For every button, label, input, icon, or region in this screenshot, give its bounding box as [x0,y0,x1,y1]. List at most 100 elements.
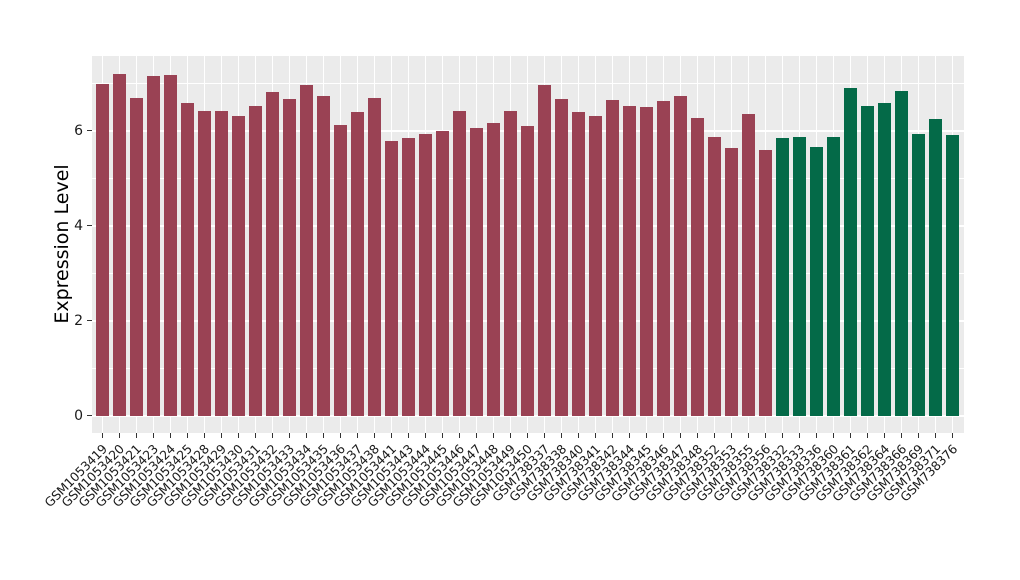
bar-GSM1053420 [112,74,126,416]
bar-GSM738336 [809,147,823,416]
bar-GSM1053436 [333,124,347,416]
x-tick-mark-GSM1053434 [305,433,308,438]
x-tick-mark-GSM738360 [832,433,835,438]
y-tick-mark-4 [86,224,92,227]
y-tick-mark-2 [86,319,92,322]
x-tick-mark-GSM738332 [781,433,784,438]
x-tick-mark-GSM1053419 [101,433,104,438]
x-tick-mark-GSM738366 [900,433,903,438]
bar-GSM1053425 [180,103,194,416]
bar-GSM738366 [894,90,908,416]
x-tick-mark-GSM1053437 [356,433,359,438]
bar-GSM1053445 [435,131,449,416]
bar-GSM1053447 [469,128,483,416]
y-tick-mark-0 [86,414,92,417]
bar-GSM738362 [860,106,874,416]
plot-panel [92,56,964,433]
bar-GSM1053430 [231,115,245,416]
x-tick-mark-GSM1053421 [135,433,138,438]
x-tick-mark-GSM1053429 [220,433,223,438]
bar-GSM1053419 [95,83,109,416]
bar-GSM738332 [775,137,789,416]
y-tick-mark-6 [86,129,92,132]
bar-GSM1053434 [299,84,313,416]
bar-GSM1053443 [401,138,415,416]
bar-GSM738361 [843,88,857,416]
x-tick-mark-GSM1053433 [288,433,291,438]
x-tick-mark-GSM738338 [560,433,563,438]
bar-GSM738369 [911,134,925,416]
bar-GSM1053449 [503,110,517,416]
x-tick-mark-GSM1053441 [390,433,393,438]
bar-GSM1053423 [146,75,160,416]
x-tick-mark-GSM738352 [713,433,716,438]
bar-GSM738344 [622,106,636,416]
y-tick-label-0: 0 [74,407,83,424]
x-tick-mark-GSM1053428 [203,433,206,438]
bar-GSM738337 [537,84,551,416]
y-tick-label-6: 6 [74,122,83,139]
bar-GSM738376 [945,134,959,416]
x-tick-mark-GSM738344 [628,433,631,438]
x-tick-mark-GSM1053423 [152,433,155,438]
x-tick-mark-GSM738364 [883,433,886,438]
bar-GSM738355 [741,114,755,416]
x-tick-mark-GSM738356 [764,433,767,438]
bar-GSM738371 [928,118,942,416]
x-tick-mark-GSM1053450 [526,433,529,438]
x-tick-mark-GSM1053447 [475,433,478,438]
bar-GSM738353 [724,148,738,416]
x-tick-mark-GSM1053448 [492,433,495,438]
bar-GSM738360 [826,136,840,416]
x-tick-mark-GSM1053436 [339,433,342,438]
bar-GSM1053438 [367,97,381,416]
bar-GSM738364 [877,103,891,416]
x-tick-mark-GSM738347 [679,433,682,438]
bar-GSM1053428 [197,111,211,416]
bar-GSM738352 [707,137,721,416]
y-axis-title: Expression Level [51,164,73,324]
x-tick-mark-GSM738369 [917,433,920,438]
x-tick-mark-GSM738346 [662,433,665,438]
bar-GSM1053437 [350,111,364,416]
x-tick-mark-GSM738342 [611,433,614,438]
x-tick-mark-GSM738371 [934,433,937,438]
bar-GSM738333 [792,136,806,416]
x-tick-mark-GSM1053432 [271,433,274,438]
x-tick-mark-GSM738345 [645,433,648,438]
x-tick-mark-GSM1053424 [169,433,172,438]
bar-GSM1053444 [418,134,432,416]
x-tick-mark-GSM1053420 [118,433,121,438]
bar-GSM738348 [690,118,704,416]
x-tick-mark-GSM738376 [951,433,954,438]
x-tick-mark-GSM1053425 [186,433,189,438]
x-tick-mark-GSM1053449 [509,433,512,438]
bar-GSM1053432 [265,92,279,416]
bar-GSM1053431 [248,105,262,416]
x-tick-mark-GSM738348 [696,433,699,438]
x-tick-mark-GSM1053430 [237,433,240,438]
bar-GSM1053429 [214,111,228,416]
bar-GSM1053435 [316,95,330,416]
y-tick-label-2: 2 [74,312,83,329]
bar-GSM1053433 [282,98,296,416]
x-tick-mark-GSM738362 [866,433,869,438]
bar-GSM1053450 [520,125,534,416]
x-tick-mark-GSM738355 [747,433,750,438]
bar-GSM1053441 [384,141,398,416]
bar-GSM738346 [656,101,670,416]
bar-GSM1053446 [452,111,466,416]
bar-GSM738356 [758,150,772,416]
x-tick-mark-GSM738336 [815,433,818,438]
x-tick-mark-GSM1053443 [407,433,410,438]
x-tick-mark-GSM1053438 [373,433,376,438]
bar-GSM1053421 [129,97,143,416]
bar-GSM738345 [639,107,653,416]
x-tick-mark-GSM1053446 [458,433,461,438]
bar-GSM1053424 [163,75,177,416]
x-tick-mark-GSM738341 [594,433,597,438]
x-tick-mark-GSM1053445 [441,433,444,438]
bar-GSM738340 [571,112,585,416]
x-tick-mark-GSM738361 [849,433,852,438]
